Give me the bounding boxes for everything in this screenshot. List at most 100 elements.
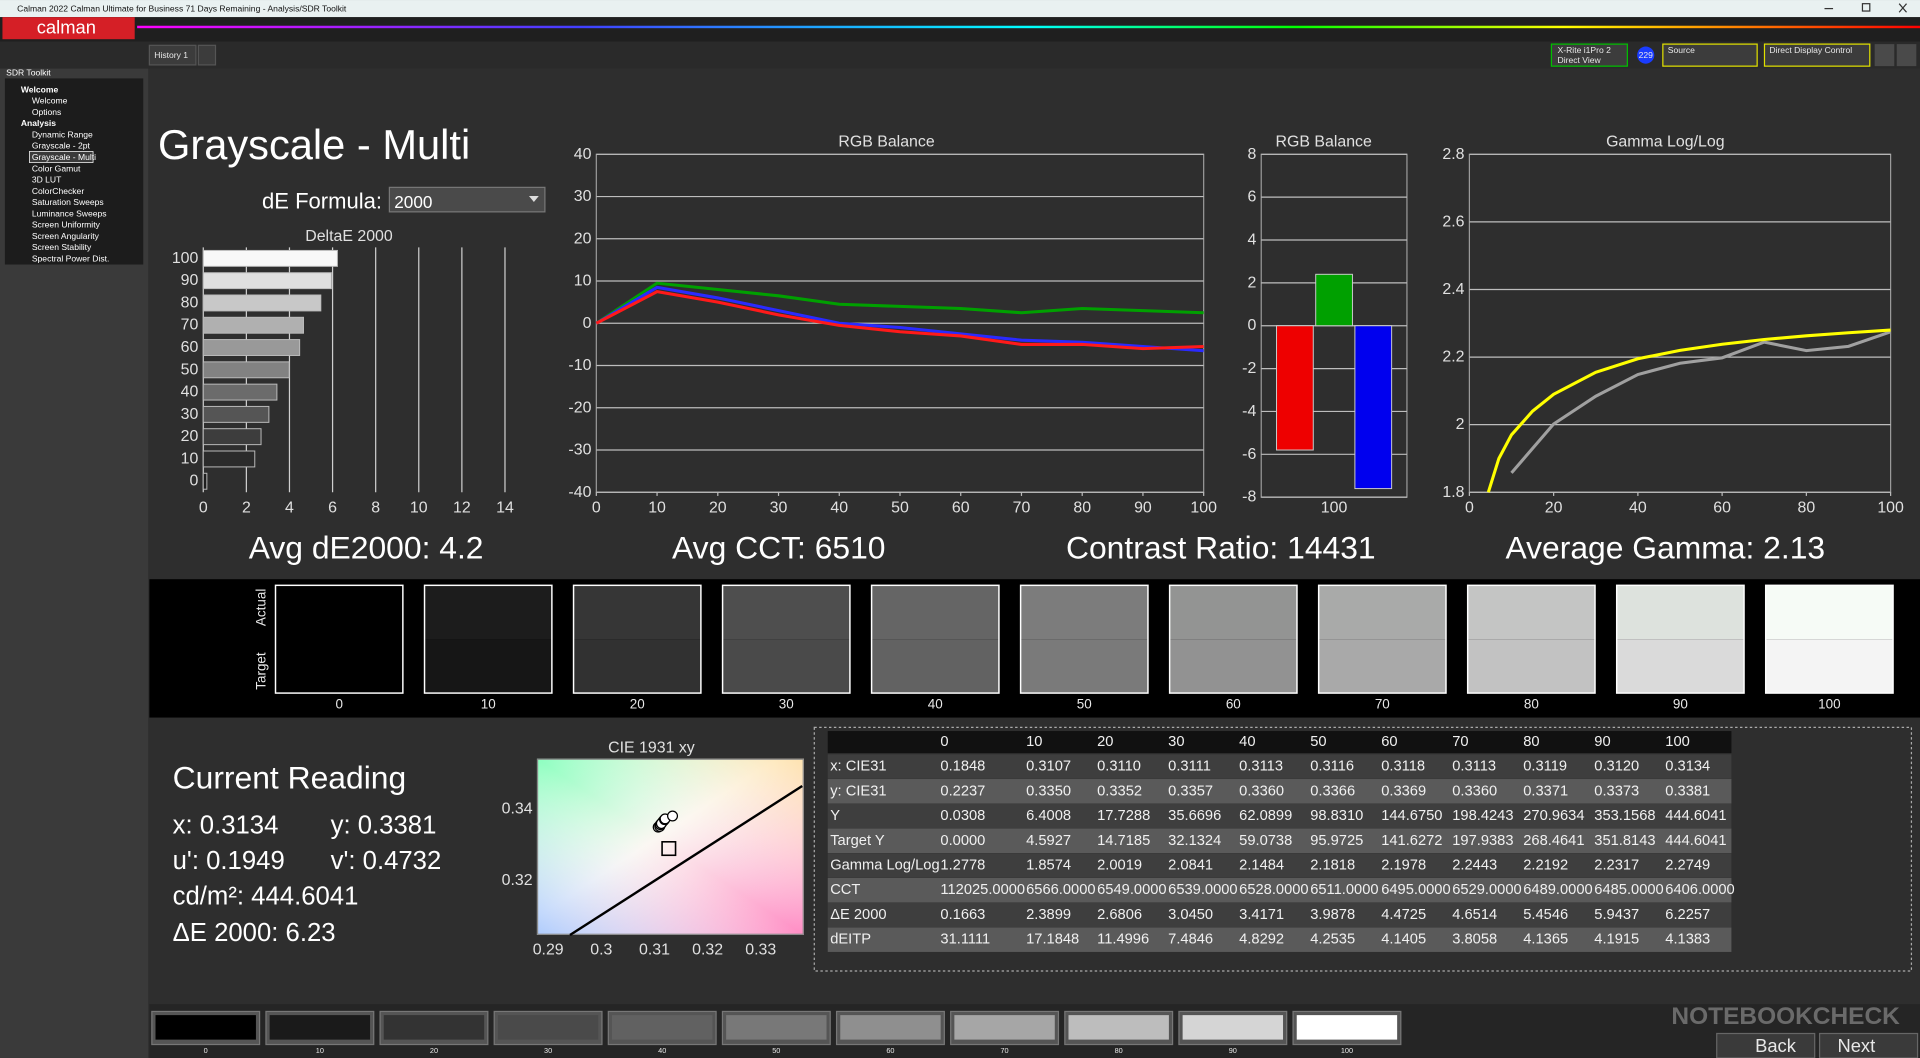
y-tick-label: -2 bbox=[1242, 360, 1256, 377]
table-cell: 0.3111 bbox=[1168, 759, 1211, 775]
x-tick-label: 4 bbox=[285, 500, 294, 517]
level-button[interactable] bbox=[269, 1015, 371, 1040]
reading-value: v': 0.4732 bbox=[331, 847, 442, 875]
y-tick-label: 100 bbox=[172, 250, 199, 267]
display-select[interactable] bbox=[1763, 43, 1871, 67]
tab[interactable] bbox=[148, 44, 197, 66]
table-cell: 4.1383 bbox=[1665, 932, 1710, 948]
level-button[interactable] bbox=[497, 1015, 599, 1040]
table-row bbox=[827, 803, 1732, 829]
y-tick-label: 30 bbox=[574, 188, 592, 205]
swatch-border bbox=[1019, 584, 1149, 694]
table-cell: 3.8058 bbox=[1452, 932, 1497, 948]
table-cell: 6406.0000 bbox=[1665, 882, 1734, 898]
x-tick-label: 6 bbox=[328, 500, 337, 517]
table-cell: 6.2257 bbox=[1665, 907, 1710, 923]
x-tick-label: 20 bbox=[1545, 500, 1563, 517]
tree-item[interactable]: Grayscale - Multi bbox=[32, 152, 96, 162]
level-button[interactable] bbox=[840, 1015, 941, 1040]
table-cell: 4.1915 bbox=[1594, 932, 1639, 948]
x-tick-label: 0 bbox=[199, 500, 208, 517]
table-cell: 98.8310 bbox=[1310, 808, 1363, 824]
level-button-label: 60 bbox=[886, 1046, 894, 1055]
x-tick-label: 12 bbox=[453, 500, 471, 517]
swatch-border bbox=[721, 584, 851, 694]
bar bbox=[1354, 325, 1393, 490]
logo-button[interactable] bbox=[2, 17, 135, 40]
tree-item[interactable]: Welcome bbox=[32, 96, 68, 106]
x-tick-label: 0 bbox=[592, 500, 601, 517]
level-button[interactable] bbox=[1182, 1015, 1284, 1040]
table-header: 90 bbox=[1594, 734, 1610, 750]
tree-item[interactable]: Color Gamut bbox=[32, 163, 81, 173]
meter-select[interactable] bbox=[1550, 43, 1628, 67]
tree-item[interactable]: Screen Stability bbox=[32, 242, 92, 252]
x-tick-label: 60 bbox=[1713, 500, 1731, 517]
title-bar bbox=[0, 0, 1920, 18]
level-button[interactable] bbox=[1068, 1015, 1169, 1040]
bar bbox=[202, 450, 256, 468]
swatch-actual bbox=[1765, 585, 1894, 640]
settings-button[interactable] bbox=[1896, 44, 1917, 67]
settings-button[interactable] bbox=[1874, 44, 1895, 67]
back-button[interactable] bbox=[1716, 1032, 1816, 1058]
table-cell: 0.3352 bbox=[1097, 783, 1142, 799]
table-cell: 0.1848 bbox=[940, 759, 985, 775]
table-cell: 0.3360 bbox=[1239, 783, 1284, 799]
tree-item[interactable]: Luminance Sweeps bbox=[32, 208, 107, 218]
tree-item[interactable]: Dynamic Range bbox=[32, 129, 93, 139]
table-cell: 4.5927 bbox=[1026, 833, 1071, 849]
table-cell: 6529.0000 bbox=[1452, 882, 1521, 898]
table-cell: 62.0899 bbox=[1239, 808, 1292, 824]
swatch-target bbox=[424, 639, 552, 694]
level-button[interactable] bbox=[954, 1015, 1055, 1040]
bar bbox=[202, 272, 332, 290]
level-button-label: 0 bbox=[204, 1046, 208, 1055]
x-tick-label: 0.33 bbox=[745, 942, 776, 959]
y-tick-label: 10 bbox=[574, 273, 592, 290]
table-cell: 6489.0000 bbox=[1523, 882, 1592, 898]
next-button[interactable] bbox=[1818, 1032, 1919, 1058]
tree-item[interactable]: Options bbox=[32, 107, 62, 117]
table-cell: 197.9383 bbox=[1452, 833, 1513, 849]
table-cell: 4.4725 bbox=[1381, 907, 1426, 923]
add-tab[interactable] bbox=[197, 44, 217, 66]
level-button[interactable] bbox=[1296, 1015, 1398, 1040]
swatch-actual bbox=[871, 585, 999, 640]
table-cell: 141.6272 bbox=[1381, 833, 1442, 849]
maximize[interactable] bbox=[1861, 3, 1871, 12]
table-row bbox=[827, 828, 1732, 853]
swatch-label: 100 bbox=[1818, 697, 1840, 712]
x-tick-label: 40 bbox=[1629, 500, 1647, 517]
meter-name: X-Rite i1Pro 2 bbox=[1558, 45, 1612, 55]
tree-item[interactable]: 3D LUT bbox=[32, 175, 62, 185]
table-cell: 5.9437 bbox=[1594, 907, 1639, 923]
level-button[interactable] bbox=[383, 1015, 485, 1040]
level-button[interactable] bbox=[612, 1015, 713, 1040]
page-title: Grayscale - Multi bbox=[158, 121, 470, 168]
table-row bbox=[827, 877, 1732, 903]
table-cell: 0.3107 bbox=[1026, 759, 1071, 775]
y-tick-label: -40 bbox=[568, 484, 591, 501]
tree-item[interactable]: Screen Angularity bbox=[32, 231, 100, 241]
swatch-actual bbox=[424, 585, 552, 640]
bar bbox=[202, 294, 322, 312]
tree-item[interactable]: Screen Uniformity bbox=[32, 220, 101, 230]
table-cell: 4.1405 bbox=[1381, 932, 1426, 948]
source-select[interactable] bbox=[1662, 43, 1758, 67]
table-cell: x: CIE31 bbox=[830, 759, 886, 775]
swatch-actual bbox=[573, 585, 701, 640]
tree-item[interactable]: ColorChecker bbox=[32, 186, 84, 196]
tree-item[interactable]: Spectral Power Dist. bbox=[32, 253, 110, 263]
swatch-target bbox=[1318, 639, 1446, 694]
table-cell: 0.0000 bbox=[940, 833, 985, 849]
tree-item[interactable]: Grayscale - 2pt bbox=[32, 141, 91, 151]
formula-dropdown[interactable] bbox=[388, 186, 546, 213]
close[interactable] bbox=[1898, 3, 1907, 13]
level-button[interactable] bbox=[155, 1015, 256, 1040]
level-button[interactable] bbox=[726, 1015, 827, 1040]
table-cell: 2.1978 bbox=[1381, 857, 1426, 873]
swatch-label: 70 bbox=[1375, 697, 1390, 712]
tree-item[interactable]: Saturation Sweeps bbox=[32, 197, 104, 207]
table-cell: 6549.0000 bbox=[1097, 882, 1166, 898]
